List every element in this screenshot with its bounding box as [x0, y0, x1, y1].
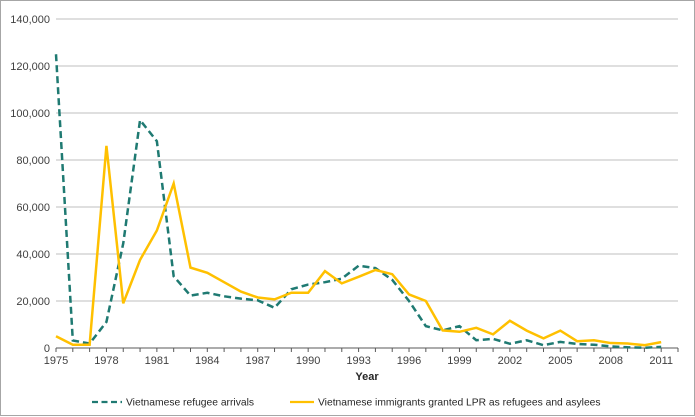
svg-text:Year: Year — [355, 371, 379, 383]
svg-text:1975: 1975 — [44, 355, 68, 367]
svg-text:1993: 1993 — [346, 355, 370, 367]
svg-text:1996: 1996 — [397, 355, 421, 367]
svg-text:120,000: 120,000 — [10, 61, 50, 73]
svg-text:60,000: 60,000 — [16, 202, 50, 214]
svg-text:40,000: 40,000 — [16, 249, 50, 261]
svg-text:2005: 2005 — [548, 355, 572, 367]
svg-text:1999: 1999 — [447, 355, 471, 367]
svg-text:1981: 1981 — [145, 355, 169, 367]
svg-text:Vietnamese immigrants granted: Vietnamese immigrants granted LPR as ref… — [318, 398, 601, 409]
svg-text:0: 0 — [44, 343, 50, 355]
svg-text:1990: 1990 — [296, 355, 320, 367]
svg-text:20,000: 20,000 — [16, 296, 50, 308]
svg-text:140,000: 140,000 — [10, 14, 50, 26]
svg-text:100,000: 100,000 — [10, 108, 50, 120]
svg-text:1978: 1978 — [94, 355, 118, 367]
svg-text:1984: 1984 — [195, 355, 219, 367]
svg-text:Vietnamese refugee arrivals: Vietnamese refugee arrivals — [126, 398, 254, 409]
svg-text:2002: 2002 — [498, 355, 522, 367]
svg-text:2011: 2011 — [649, 355, 673, 367]
svg-text:80,000: 80,000 — [16, 155, 50, 167]
svg-text:2008: 2008 — [599, 355, 623, 367]
svg-text:1987: 1987 — [245, 355, 269, 367]
